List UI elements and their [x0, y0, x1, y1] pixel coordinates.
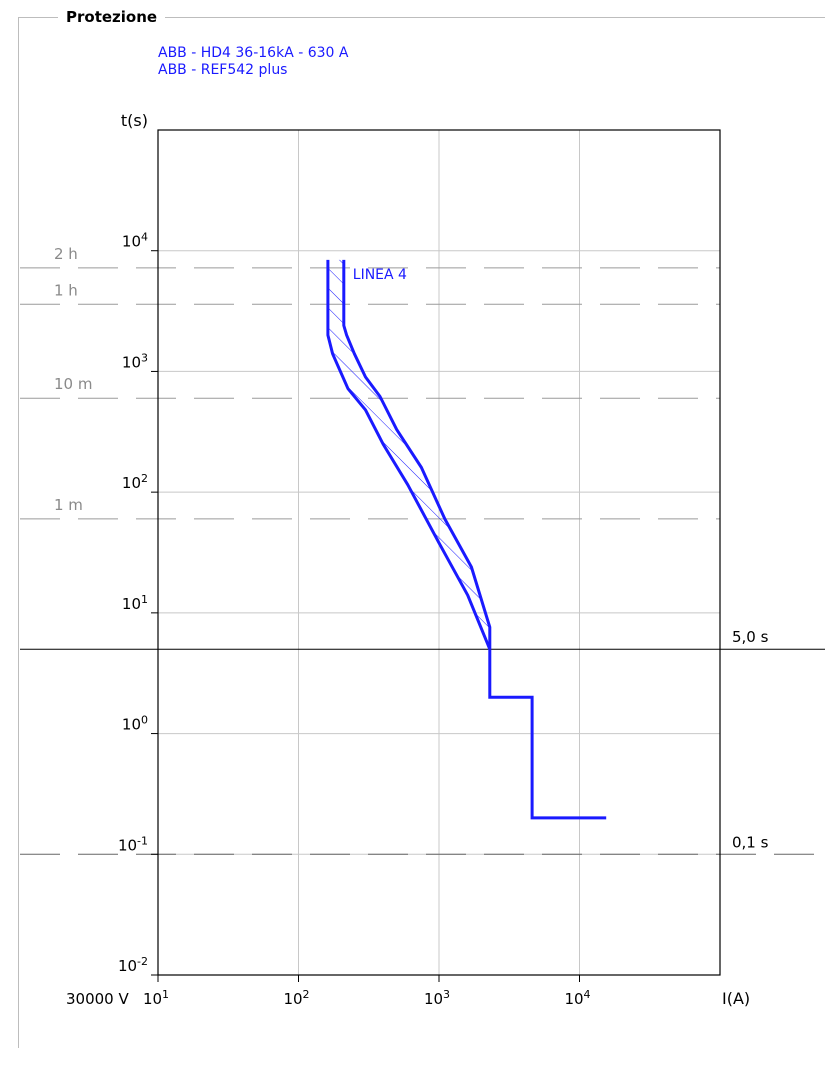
band-left-curve — [326, 259, 492, 650]
x-tick-label: 103 — [424, 988, 450, 1008]
y-tick-label: 100 — [122, 714, 148, 734]
band-right-curve — [342, 259, 492, 650]
y-tick-label: 101 — [122, 593, 148, 613]
device-relay-label: ABB - REF542 plus — [158, 62, 288, 78]
x-tick-label: 102 — [283, 988, 309, 1008]
x-axis-label: I(A) — [722, 989, 750, 1008]
y-tick-label: 10-1 — [118, 834, 148, 854]
time-reference-label: 1 h — [54, 281, 78, 299]
time-reference-label: 10 m — [54, 375, 92, 393]
y-tick-label: 10-2 — [118, 955, 148, 975]
x-tick-label: 101 — [143, 988, 169, 1008]
reference-line-label: 5,0 s — [732, 628, 769, 646]
reference-line-label: 0,1 s — [732, 833, 769, 851]
y-tick-label: 103 — [122, 351, 148, 371]
time-reference-label: 2 h — [54, 245, 78, 263]
voltage-label: 30000 V — [66, 990, 129, 1008]
curve-label: LINEA 4 — [353, 267, 407, 283]
section-title: Protezione — [58, 8, 166, 26]
protection-frame — [18, 17, 825, 1048]
time-reference-label: 1 m — [54, 496, 83, 514]
y-tick-label: 104 — [122, 231, 148, 251]
x-tick-label: 104 — [564, 988, 590, 1008]
curve-group — [326, 259, 607, 820]
tolerance-band-hatch — [327, 259, 490, 650]
y-axis-label: t(s) — [121, 111, 148, 130]
device-breaker-label: ABB - HD4 36-16kA - 630 A — [158, 45, 349, 61]
instantaneous-step-curve — [488, 649, 607, 820]
y-tick-label: 102 — [122, 472, 148, 492]
